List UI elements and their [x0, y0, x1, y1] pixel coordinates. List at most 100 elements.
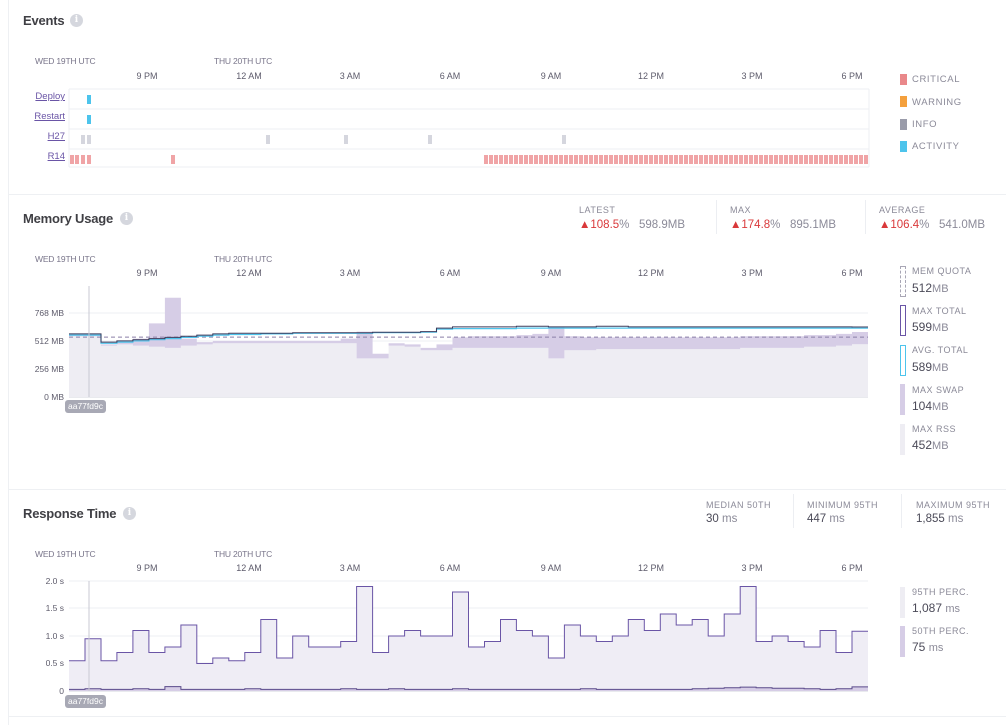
- r14-event-mark[interactable]: [564, 155, 568, 164]
- r14-event-mark[interactable]: [864, 155, 868, 164]
- r14-event-mark[interactable]: [639, 155, 643, 164]
- r14-event-mark[interactable]: [834, 155, 838, 164]
- legend-critical[interactable]: CRITICAL: [912, 74, 961, 85]
- r14-event-mark[interactable]: [749, 155, 753, 164]
- r14-event-mark[interactable]: [814, 155, 818, 164]
- r14-event-mark[interactable]: [624, 155, 628, 164]
- r14-event-mark[interactable]: [859, 155, 863, 164]
- r14-event-mark[interactable]: [489, 155, 493, 164]
- r14-event-mark[interactable]: [549, 155, 553, 164]
- r14-event-mark[interactable]: [529, 155, 533, 164]
- memory-info-icon[interactable]: i: [120, 212, 133, 225]
- r14-event-mark[interactable]: [764, 155, 768, 164]
- r14-event-mark[interactable]: [81, 155, 85, 164]
- r14-event-mark[interactable]: [759, 155, 763, 164]
- r14-event-mark[interactable]: [669, 155, 673, 164]
- restart-event-mark[interactable]: [87, 115, 91, 124]
- r14-event-mark[interactable]: [534, 155, 538, 164]
- legend-warning[interactable]: WARNING: [912, 97, 962, 108]
- r14-event-mark[interactable]: [87, 155, 91, 164]
- r14-event-mark[interactable]: [644, 155, 648, 164]
- r14-event-mark[interactable]: [609, 155, 613, 164]
- legend-50th-label[interactable]: 50TH PERC.: [912, 626, 970, 636]
- r14-event-mark[interactable]: [699, 155, 703, 164]
- r14-event-mark[interactable]: [839, 155, 843, 164]
- r14-event-mark[interactable]: [744, 155, 748, 164]
- r14-event-mark[interactable]: [514, 155, 518, 164]
- event-row-h27[interactable]: H27: [47, 131, 65, 142]
- legend-max-total-label[interactable]: MAX TOTAL: [912, 306, 967, 316]
- r14-event-mark[interactable]: [579, 155, 583, 164]
- h27-event-mark[interactable]: [81, 135, 85, 144]
- r14-event-mark[interactable]: [614, 155, 618, 164]
- r14-event-mark[interactable]: [709, 155, 713, 164]
- h27-event-mark[interactable]: [562, 135, 566, 144]
- r14-event-mark[interactable]: [809, 155, 813, 164]
- r14-event-mark[interactable]: [714, 155, 718, 164]
- r14-event-mark[interactable]: [674, 155, 678, 164]
- legend-info[interactable]: INFO: [912, 119, 938, 130]
- r14-event-mark[interactable]: [739, 155, 743, 164]
- r14-event-mark[interactable]: [784, 155, 788, 164]
- r14-event-mark[interactable]: [584, 155, 588, 164]
- r14-event-mark[interactable]: [694, 155, 698, 164]
- r14-event-mark[interactable]: [849, 155, 853, 164]
- r14-event-mark[interactable]: [171, 155, 175, 164]
- legend-max-rss-label[interactable]: MAX RSS: [912, 424, 957, 434]
- h27-event-mark[interactable]: [344, 135, 348, 144]
- legend-95th-label[interactable]: 95TH PERC.: [912, 587, 970, 597]
- r14-event-mark[interactable]: [494, 155, 498, 164]
- h27-event-mark[interactable]: [266, 135, 270, 144]
- r14-event-mark[interactable]: [664, 155, 668, 164]
- r14-event-mark[interactable]: [799, 155, 803, 164]
- r14-event-mark[interactable]: [524, 155, 528, 164]
- r14-event-mark[interactable]: [484, 155, 488, 164]
- r14-event-mark[interactable]: [559, 155, 563, 164]
- r14-event-mark[interactable]: [589, 155, 593, 164]
- r14-event-mark[interactable]: [499, 155, 503, 164]
- legend-avg-total-label[interactable]: AVG. TOTAL: [912, 345, 969, 355]
- r14-event-mark[interactable]: [774, 155, 778, 164]
- r14-event-mark[interactable]: [719, 155, 723, 164]
- r14-event-mark[interactable]: [829, 155, 833, 164]
- h27-event-mark[interactable]: [87, 135, 91, 144]
- r14-event-mark[interactable]: [819, 155, 823, 164]
- r14-event-mark[interactable]: [689, 155, 693, 164]
- r14-event-mark[interactable]: [75, 155, 79, 164]
- r14-event-mark[interactable]: [619, 155, 623, 164]
- r14-event-mark[interactable]: [679, 155, 683, 164]
- r14-event-mark[interactable]: [804, 155, 808, 164]
- r14-event-mark[interactable]: [509, 155, 513, 164]
- r14-event-mark[interactable]: [544, 155, 548, 164]
- r14-event-mark[interactable]: [854, 155, 858, 164]
- r14-event-mark[interactable]: [734, 155, 738, 164]
- r14-event-mark[interactable]: [569, 155, 573, 164]
- response-release-badge[interactable]: aa77fd9c: [65, 695, 106, 708]
- r14-event-mark[interactable]: [594, 155, 598, 164]
- r14-event-mark[interactable]: [704, 155, 708, 164]
- events-info-icon[interactable]: i: [70, 14, 83, 27]
- r14-event-mark[interactable]: [654, 155, 658, 164]
- r14-event-mark[interactable]: [754, 155, 758, 164]
- r14-event-mark[interactable]: [574, 155, 578, 164]
- r14-event-mark[interactable]: [599, 155, 603, 164]
- legend-mem-quota-label[interactable]: MEM QUOTA: [912, 266, 972, 276]
- r14-event-mark[interactable]: [729, 155, 733, 164]
- r14-event-mark[interactable]: [824, 155, 828, 164]
- r14-event-mark[interactable]: [70, 155, 74, 164]
- r14-event-mark[interactable]: [554, 155, 558, 164]
- r14-event-mark[interactable]: [659, 155, 663, 164]
- r14-event-mark[interactable]: [519, 155, 523, 164]
- event-row-restart[interactable]: Restart: [34, 111, 65, 122]
- legend-activity[interactable]: ACTIVITY: [912, 141, 960, 152]
- memory-release-badge[interactable]: aa77fd9c: [65, 400, 106, 413]
- event-row-r14[interactable]: R14: [47, 151, 65, 162]
- r14-event-mark[interactable]: [634, 155, 638, 164]
- deploy-event-mark[interactable]: [87, 95, 91, 104]
- r14-event-mark[interactable]: [604, 155, 608, 164]
- r14-event-mark[interactable]: [769, 155, 773, 164]
- r14-event-mark[interactable]: [649, 155, 653, 164]
- h27-event-mark[interactable]: [428, 135, 432, 144]
